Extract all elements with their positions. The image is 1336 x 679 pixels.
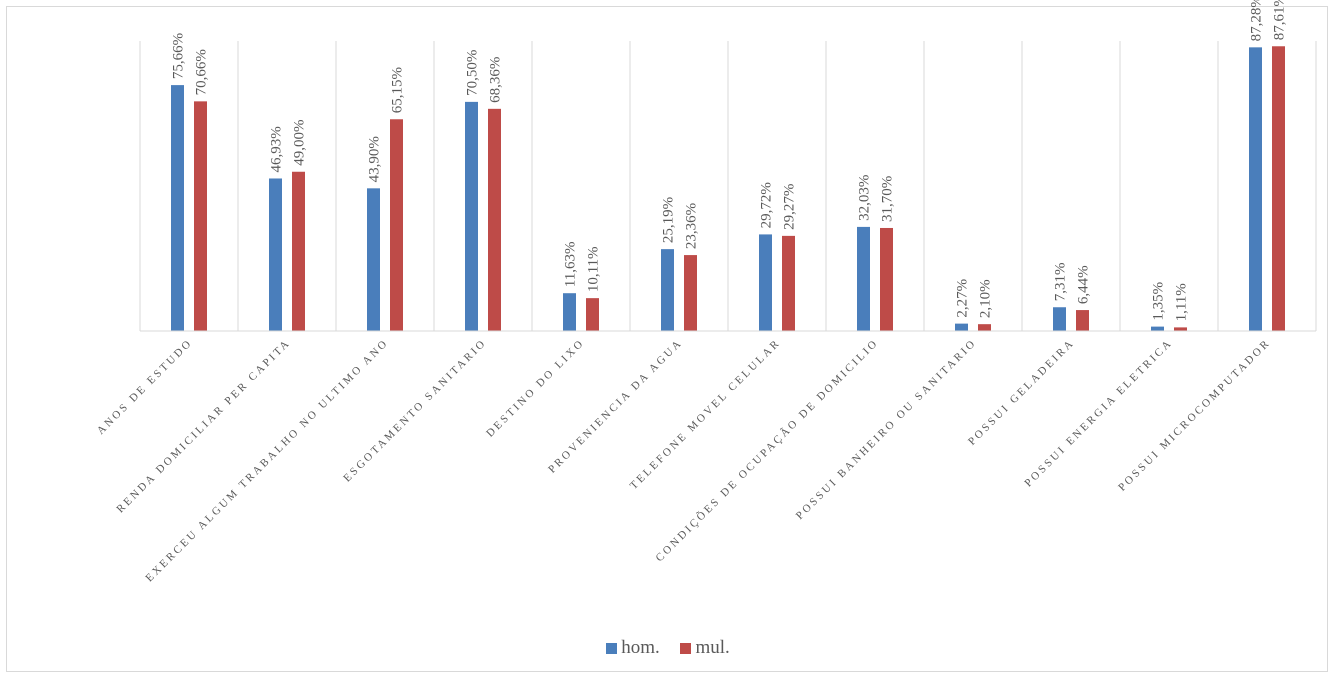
bar-mul [684, 255, 697, 331]
bar-mul [390, 119, 403, 331]
data-label: 31,70% [880, 176, 896, 222]
category-label: DESTINO DO LIXO [484, 337, 587, 440]
legend-label-hom: hom. [621, 637, 660, 658]
bar-mul [1272, 46, 1285, 332]
data-label: 29,72% [759, 182, 775, 228]
data-label: 7,31% [1053, 262, 1069, 301]
legend-item-mul: mul. [680, 637, 730, 659]
data-label: 65,15% [390, 67, 406, 113]
bar-hom [269, 178, 282, 331]
bar-mul [292, 171, 305, 331]
bar-mul [880, 227, 893, 331]
data-label: 1,35% [1151, 282, 1167, 321]
bar-mul [194, 101, 207, 331]
bar-hom [1053, 307, 1066, 331]
bar-hom [563, 293, 576, 331]
bar-hom [857, 226, 870, 331]
data-label: 1,11% [1174, 283, 1190, 321]
bar-hom [465, 101, 478, 331]
legend: hom. mul. [0, 637, 1336, 660]
chart-frame [6, 6, 1328, 672]
data-label: 46,93% [269, 126, 285, 172]
category-label: TELEFONE MOVEL CELULAR [628, 337, 783, 492]
category-label: RENDA DOMICILIAR PER CAPITA [114, 337, 293, 516]
legend-label-mul: mul. [695, 637, 730, 658]
data-label: 2,27% [955, 279, 971, 318]
category-label: POSSUI BANHEIRO OU SANITARIO [794, 337, 979, 522]
bar-mul [586, 298, 599, 331]
bar-hom [1151, 326, 1164, 331]
category-label: EXERCEU ALGUM TRABALHO NO ULTIMO ANO [143, 337, 391, 585]
bar-mul [488, 108, 501, 331]
category-label: ANOS DE ESTUDO [95, 337, 195, 437]
bar-mul [1076, 310, 1089, 331]
data-label: 87,28% [1249, 0, 1265, 41]
bar-hom [955, 323, 968, 331]
bar-mul [782, 235, 795, 331]
legend-swatch-hom [606, 642, 618, 654]
legend-item-hom: hom. [606, 637, 660, 659]
data-label: 70,50% [465, 50, 481, 96]
data-label: 11,63% [563, 241, 579, 287]
category-label: CONDIÇÕES DE OCUPAÇÃO DE DOMICILIO [654, 337, 882, 565]
data-label: 68,36% [488, 57, 504, 103]
bar-mul [1174, 327, 1187, 331]
bar-hom [661, 249, 674, 331]
legend-swatch-mul [680, 642, 692, 654]
data-label: 49,00% [292, 120, 308, 166]
data-label: 2,10% [978, 279, 994, 318]
data-label: 87,61% [1272, 0, 1288, 40]
data-label: 23,36% [684, 203, 700, 249]
bar-hom [367, 188, 380, 331]
category-label: POSSUI MICROCOMPUTADOR [1116, 337, 1273, 494]
data-label: 25,19% [661, 197, 677, 243]
bar-hom [171, 85, 184, 331]
bar-hom [1249, 47, 1262, 332]
data-label: 70,66% [194, 49, 210, 95]
category-label: POSSUI GELADEIRA [966, 337, 1077, 448]
data-label: 10,11% [586, 246, 602, 292]
data-label: 75,66% [171, 33, 187, 79]
data-label: 6,44% [1076, 265, 1092, 304]
data-label: 43,90% [367, 136, 383, 182]
data-label: 29,27% [782, 184, 798, 230]
bar-hom [759, 234, 772, 331]
bar-mul [978, 324, 991, 331]
data-label: 32,03% [857, 175, 873, 221]
